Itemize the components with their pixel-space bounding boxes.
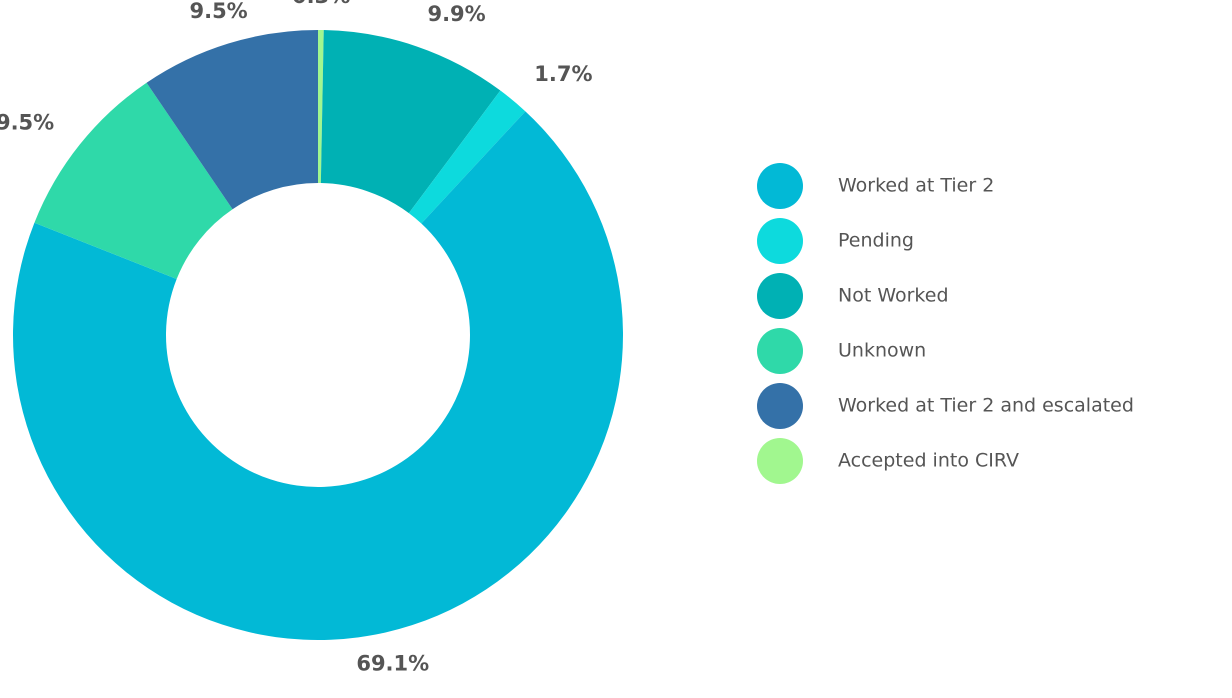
legend-label: Unknown	[838, 340, 926, 362]
legend-swatch	[757, 438, 803, 484]
legend-label: Pending	[838, 230, 914, 252]
donut-slice	[12, 111, 623, 640]
value-label: 9.5%	[189, 0, 247, 23]
value-label: 9.5%	[0, 111, 54, 135]
legend-label: Worked at Tier 2 and escalated	[838, 395, 1134, 417]
legend-swatch	[757, 163, 803, 209]
legend-label: Accepted into CIRV	[838, 450, 1019, 472]
legend-swatch	[757, 328, 803, 374]
value-label: 69.1%	[356, 652, 429, 676]
legend-swatch	[757, 273, 803, 319]
donut-slice	[408, 90, 526, 224]
legend-label: Worked at Tier 2	[838, 175, 994, 197]
value-label: 1.7%	[534, 62, 592, 86]
donut-slice	[318, 30, 324, 184]
donut-slice	[146, 30, 318, 210]
donut-slice	[320, 30, 501, 214]
legend-label: Not Worked	[838, 285, 949, 307]
legend-swatch	[757, 383, 803, 429]
donut-slice	[34, 82, 233, 280]
value-label: 9.9%	[427, 2, 485, 26]
legend-swatch	[757, 218, 803, 264]
value-label: 0.3%	[292, 0, 350, 8]
